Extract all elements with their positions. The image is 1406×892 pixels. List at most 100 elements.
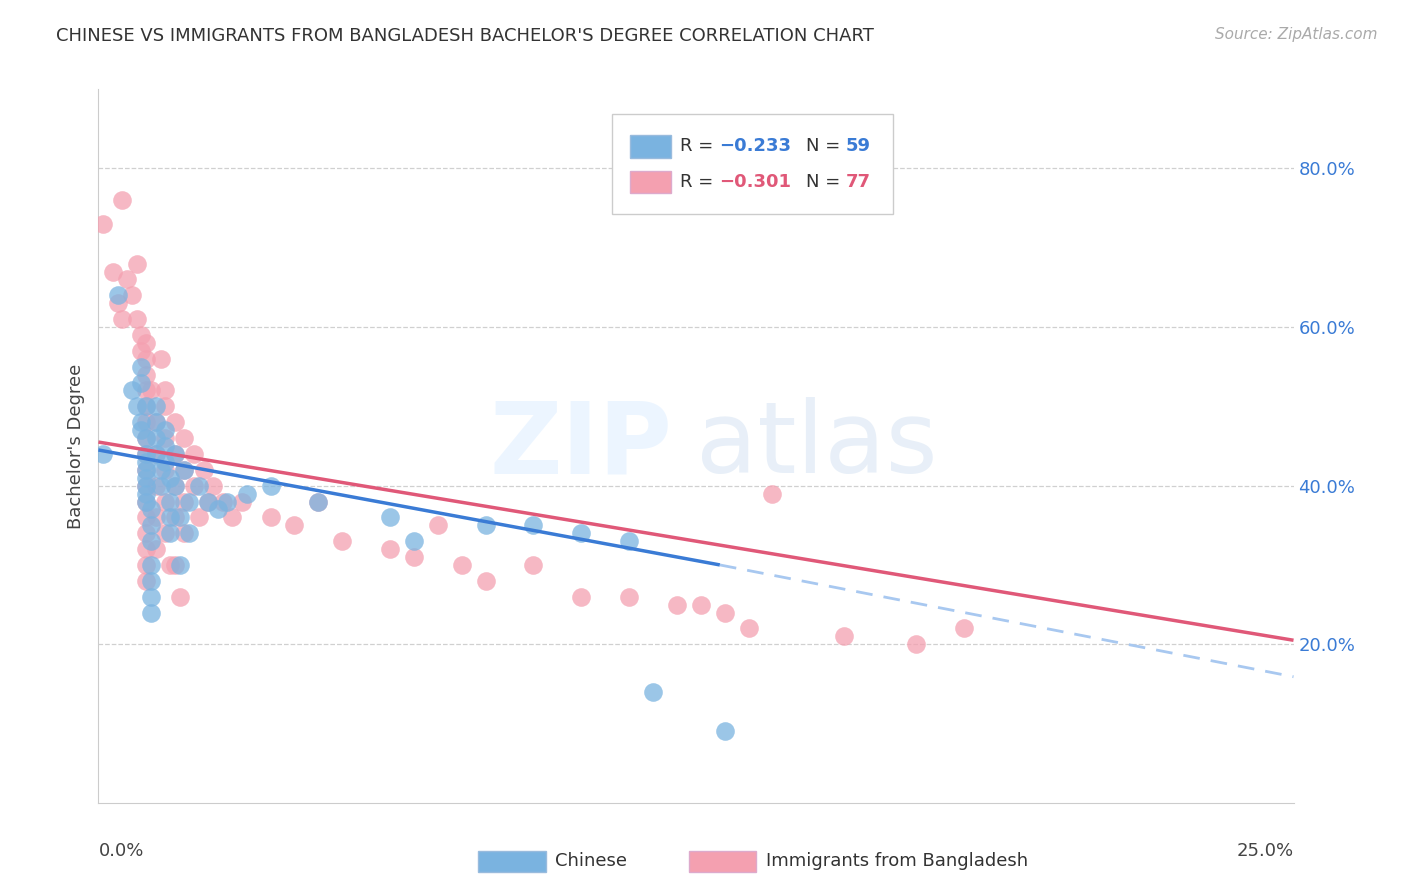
Point bbox=[159, 471, 181, 485]
Point bbox=[91, 217, 114, 231]
Point bbox=[135, 447, 157, 461]
Point bbox=[163, 510, 186, 524]
Point bbox=[402, 549, 425, 564]
Point bbox=[135, 447, 157, 461]
Point bbox=[713, 606, 735, 620]
Text: R =: R = bbox=[681, 173, 720, 191]
Point bbox=[135, 542, 157, 557]
Point bbox=[111, 193, 134, 207]
Point bbox=[135, 368, 157, 382]
Text: Source: ZipAtlas.com: Source: ZipAtlas.com bbox=[1215, 27, 1378, 42]
Point bbox=[139, 574, 162, 588]
Point bbox=[221, 510, 243, 524]
Point bbox=[330, 534, 353, 549]
Point bbox=[569, 526, 592, 541]
Point bbox=[135, 463, 157, 477]
Point bbox=[115, 272, 138, 286]
Point bbox=[163, 558, 186, 572]
Point bbox=[155, 463, 177, 477]
Point bbox=[402, 534, 425, 549]
Point bbox=[159, 494, 181, 508]
Point bbox=[163, 447, 186, 461]
Point bbox=[125, 400, 148, 414]
Point bbox=[135, 415, 157, 429]
Point bbox=[131, 359, 153, 374]
Text: 59: 59 bbox=[845, 137, 870, 155]
Text: Chinese: Chinese bbox=[555, 852, 627, 870]
FancyBboxPatch shape bbox=[630, 170, 671, 194]
Point bbox=[173, 431, 195, 445]
Point bbox=[689, 598, 711, 612]
Text: 25.0%: 25.0% bbox=[1236, 842, 1294, 860]
Point bbox=[139, 590, 162, 604]
Point bbox=[135, 384, 157, 398]
Point bbox=[121, 288, 143, 302]
Point bbox=[145, 447, 167, 461]
Point bbox=[145, 510, 167, 524]
Point bbox=[283, 518, 305, 533]
Point bbox=[173, 494, 195, 508]
Point bbox=[135, 494, 157, 508]
Text: 77: 77 bbox=[845, 173, 870, 191]
Point bbox=[155, 423, 177, 437]
Point bbox=[125, 257, 148, 271]
Point bbox=[159, 526, 181, 541]
Point bbox=[378, 510, 401, 524]
Point bbox=[149, 478, 172, 492]
Point bbox=[522, 518, 544, 533]
Point bbox=[217, 494, 239, 508]
Text: −0.233: −0.233 bbox=[718, 137, 790, 155]
Point bbox=[641, 685, 664, 699]
Point bbox=[135, 558, 157, 572]
Point bbox=[617, 590, 640, 604]
Point bbox=[159, 510, 181, 524]
Point bbox=[135, 351, 157, 366]
Point bbox=[135, 463, 157, 477]
Point bbox=[904, 637, 927, 651]
Point bbox=[145, 447, 167, 461]
Point bbox=[101, 264, 124, 278]
Point bbox=[173, 526, 195, 541]
Point bbox=[155, 431, 177, 445]
Point bbox=[169, 510, 191, 524]
Point bbox=[145, 415, 167, 429]
Point bbox=[378, 542, 401, 557]
Point bbox=[135, 431, 157, 445]
Point bbox=[737, 621, 759, 635]
Point bbox=[139, 502, 162, 516]
Point bbox=[135, 431, 157, 445]
Point bbox=[107, 288, 129, 302]
Point bbox=[231, 494, 253, 508]
Point bbox=[713, 724, 735, 739]
Point bbox=[91, 447, 114, 461]
Point bbox=[426, 518, 449, 533]
Point bbox=[197, 494, 219, 508]
Point bbox=[135, 335, 157, 350]
Point bbox=[121, 384, 143, 398]
Point bbox=[235, 486, 257, 500]
Point bbox=[145, 400, 167, 414]
Point bbox=[145, 478, 167, 492]
Point bbox=[163, 478, 186, 492]
Point bbox=[474, 518, 496, 533]
Point bbox=[131, 415, 153, 429]
Text: N =: N = bbox=[806, 173, 846, 191]
Point bbox=[183, 478, 205, 492]
Text: Immigrants from Bangladesh: Immigrants from Bangladesh bbox=[766, 852, 1028, 870]
Point bbox=[665, 598, 688, 612]
Point bbox=[139, 558, 162, 572]
Point bbox=[307, 494, 329, 508]
Point bbox=[139, 606, 162, 620]
Point bbox=[474, 574, 496, 588]
Point bbox=[135, 510, 157, 524]
Text: −0.301: −0.301 bbox=[718, 173, 790, 191]
Point bbox=[155, 439, 177, 453]
Text: atlas: atlas bbox=[696, 398, 938, 494]
Point bbox=[149, 463, 172, 477]
Text: R =: R = bbox=[681, 137, 720, 155]
Point bbox=[202, 478, 225, 492]
Point bbox=[131, 343, 153, 358]
Y-axis label: Bachelor's Degree: Bachelor's Degree bbox=[66, 363, 84, 529]
Point bbox=[145, 431, 167, 445]
Point bbox=[617, 534, 640, 549]
